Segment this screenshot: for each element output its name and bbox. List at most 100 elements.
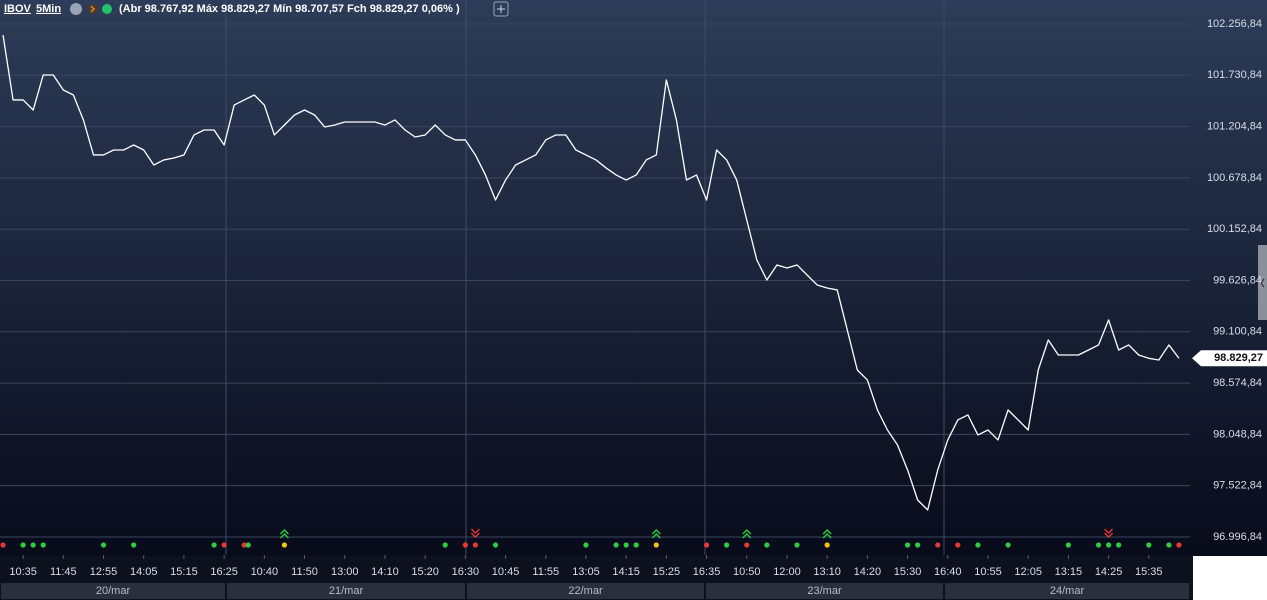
- settings-icon[interactable]: [70, 3, 82, 15]
- day-label: 22/mar: [568, 585, 603, 597]
- signal-dot: [241, 542, 247, 548]
- x-tick-label: 15:30: [894, 566, 922, 578]
- header: IBOV 5Min (Abr 98.767,92 Máx 98.829,27 M…: [4, 1, 509, 17]
- signal-dot: [764, 542, 770, 548]
- ohlc-summary: (Abr 98.767,92 Máx 98.829,27 Mín 98.707,…: [119, 3, 460, 15]
- day-band: [227, 583, 465, 599]
- y-tick-label: 98.048,84: [1213, 428, 1262, 440]
- signal-dot: [100, 542, 107, 548]
- signal-dot: [613, 542, 619, 548]
- signal-dot: [915, 542, 921, 548]
- x-tick-label: 11:45: [50, 566, 77, 578]
- signal-dot: [492, 542, 499, 548]
- side-tab-arrow: [1260, 278, 1265, 288]
- y-tick-label: 102.256,84: [1207, 18, 1262, 30]
- signal-dot: [40, 542, 46, 548]
- signal-arrow-up: [651, 529, 661, 539]
- y-tick-label: 98.574,84: [1213, 377, 1262, 389]
- side-tab[interactable]: [1258, 245, 1267, 320]
- signal-arrow-down: [470, 528, 480, 538]
- signal-dot: [904, 542, 911, 548]
- x-tick-label: 12:55: [90, 566, 118, 578]
- x-tick-label: 13:00: [331, 566, 359, 578]
- x-tick-label: 12:00: [773, 566, 801, 578]
- signal-dot: [1105, 542, 1112, 548]
- signal-dot: [30, 542, 36, 548]
- x-tick-label: 14:10: [371, 566, 399, 578]
- x-tick-label: 13:10: [813, 566, 841, 578]
- day-label: 24/mar: [1050, 585, 1085, 597]
- x-tick-label: 10:35: [9, 566, 37, 578]
- signal-dot: [1005, 542, 1011, 548]
- signal-dot: [0, 542, 6, 548]
- day-band: [706, 583, 943, 599]
- x-tick-label: 14:15: [612, 566, 640, 578]
- y-tick-label: 100.678,84: [1207, 172, 1262, 184]
- y-tick-label: 100.152,84: [1207, 223, 1262, 235]
- grid: [0, 0, 1190, 555]
- x-tick-label: 15:15: [170, 566, 198, 578]
- signal-dot: [1146, 542, 1152, 548]
- day-label: 21/mar: [329, 585, 364, 597]
- status-icon: [102, 4, 112, 14]
- y-tick-label: 96.996,84: [1213, 531, 1262, 543]
- x-tick-label: 10:55: [974, 566, 1002, 578]
- arrow-glyph: [90, 5, 96, 13]
- x-tick-label: 12:05: [1014, 566, 1042, 578]
- x-tick-label: 16:40: [934, 566, 962, 578]
- last-price-label: 98.829,27: [1214, 352, 1263, 364]
- x-tick-label: 14:25: [1095, 566, 1123, 578]
- day-band: [467, 583, 704, 599]
- add-glyph: [497, 5, 505, 13]
- signal-dot: [1065, 542, 1071, 548]
- y-tick-label: 97.522,84: [1213, 480, 1262, 492]
- signal-dot: [131, 542, 137, 548]
- price-line: [2, 34, 1180, 511]
- signal-dot: [583, 542, 589, 548]
- interval[interactable]: 5Min: [36, 3, 61, 15]
- x-tick-label: 11:55: [532, 566, 559, 578]
- signal-dot: [20, 542, 26, 548]
- signal-arrow-up: [279, 529, 289, 539]
- y-tick-label: 99.100,84: [1213, 326, 1262, 338]
- day-band: [945, 583, 1189, 599]
- signal-dot: [442, 542, 448, 548]
- plot-background: [0, 0, 1267, 556]
- signal-dot: [744, 542, 750, 548]
- signal-dot: [1176, 542, 1182, 548]
- x-tick-label: 14:05: [130, 566, 158, 578]
- x-tick-label: 15:25: [653, 566, 681, 578]
- signal-dot: [245, 542, 251, 548]
- y-tick-label: 101.730,84: [1207, 69, 1262, 81]
- signal-dot: [633, 542, 639, 548]
- signal-dot: [472, 542, 478, 548]
- signal-arrow-up: [822, 529, 832, 539]
- x-tick-label: 16:35: [693, 566, 721, 578]
- signal-arrow-down: [1104, 528, 1114, 538]
- x-tick-label: 15:20: [411, 566, 439, 578]
- x-tick-label: 16:25: [210, 566, 238, 578]
- x-tick-label: 15:35: [1135, 566, 1163, 578]
- signal-dot: [824, 542, 830, 548]
- signal-dot: [1095, 542, 1102, 548]
- day-band: [1, 583, 225, 599]
- signal-dot: [794, 542, 800, 548]
- signal-dot: [211, 542, 217, 548]
- x-tick-label: 10:50: [733, 566, 761, 578]
- last-price-tag: [1192, 350, 1267, 367]
- signal-dot: [281, 542, 288, 548]
- signal-dot: [623, 542, 629, 548]
- add-button[interactable]: [493, 1, 509, 17]
- day-label: 20/mar: [96, 585, 131, 597]
- signal-dot: [1166, 542, 1172, 548]
- x-tick-label: 10:40: [251, 566, 279, 578]
- signal-dot: [935, 542, 941, 548]
- signal-dot: [724, 542, 730, 548]
- signal-dot: [955, 542, 961, 548]
- signal-dot: [975, 542, 981, 548]
- signal-arrow-up: [742, 529, 752, 539]
- axes: 96.996,84 97.522,84 98.048,84 98.574,84 99.1…: [1, 18, 1267, 599]
- symbol[interactable]: IBOV: [4, 3, 32, 15]
